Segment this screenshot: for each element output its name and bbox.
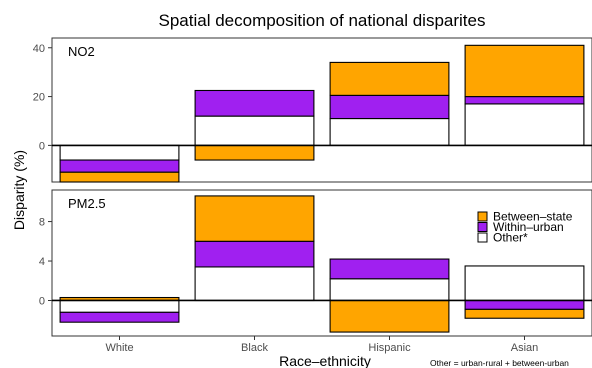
panel-pm2-5: 0 4 8 PM2.5 bbox=[39, 189, 592, 337]
bar-pm2-5-black-between-state bbox=[194, 195, 315, 242]
bar-no2-asian-other bbox=[464, 103, 585, 146]
x-tick-label-hispanic: Hispanic bbox=[368, 342, 411, 354]
bar-pm2-5-asian-within-urban bbox=[464, 299, 585, 310]
bar-pm2-5-asian-other bbox=[464, 265, 585, 302]
legend-swatch-within-urban bbox=[477, 222, 488, 232]
legend-label-within-urban: Within–urban bbox=[493, 220, 564, 234]
y-tick-label-pm2-5: 0 bbox=[39, 295, 45, 307]
bar-pm2-5-asian-between-state bbox=[464, 308, 585, 319]
x-tick-label-black: Black bbox=[241, 342, 268, 354]
legend-swatch-other bbox=[477, 232, 488, 243]
panel-label-pm2-5: PM2.5 bbox=[68, 196, 106, 211]
legend-swatch-between-state bbox=[477, 211, 488, 222]
bar-no2-black-other bbox=[194, 115, 315, 146]
bar-pm2-5-black-within-urban bbox=[194, 240, 315, 268]
y-tick-label-pm2-5: 4 bbox=[39, 256, 45, 268]
legend-label-between-state: Between–state bbox=[493, 210, 573, 224]
bar-no2-asian-between-state bbox=[464, 44, 585, 98]
panels: 0 20 40 NO2 0 4 8 PM2.5 bbox=[33, 37, 592, 337]
bar-pm2-5-white-within-urban bbox=[59, 311, 180, 323]
x-axis-label: Race–ethnicity bbox=[279, 353, 371, 368]
bar-pm2-5-black-other bbox=[194, 266, 315, 302]
bar-pm2-5-white-other bbox=[59, 299, 180, 313]
bar-pm2-5-hispanic-between-state bbox=[329, 299, 450, 333]
chart-title: Spatial decomposition of national dispar… bbox=[159, 11, 486, 30]
bar-no2-hispanic-between-state bbox=[329, 61, 450, 96]
bar-no2-black-between-state bbox=[194, 144, 315, 161]
bar-no2-white-between-state bbox=[59, 171, 180, 183]
bar-no2-asian-within-urban bbox=[464, 96, 585, 105]
bar-no2-hispanic-within-urban bbox=[329, 94, 450, 120]
x-tick-label-white: White bbox=[105, 342, 133, 354]
footnote: Other = urban-rural + between-urban bbox=[430, 358, 569, 368]
bar-no2-black-within-urban bbox=[194, 89, 315, 117]
bar-pm2-5-hispanic-within-urban bbox=[329, 258, 450, 280]
y-tick-label-no2: 40 bbox=[33, 43, 45, 55]
panel-label-no2: NO2 bbox=[68, 44, 95, 59]
x-axis: White Black Hispanic Asian bbox=[105, 336, 538, 354]
x-tick-label-asian: Asian bbox=[511, 342, 539, 354]
y-tick-label-pm2-5: 8 bbox=[39, 217, 45, 229]
legend-label-other: Other* bbox=[493, 231, 528, 245]
bar-no2-white-within-urban bbox=[59, 159, 180, 173]
y-axis-label: Disparity (%) bbox=[11, 150, 27, 230]
bar-no2-hispanic-other bbox=[329, 117, 450, 146]
bar-pm2-5-hispanic-other bbox=[329, 278, 450, 302]
panel-no2: 0 20 40 NO2 bbox=[33, 37, 592, 183]
y-tick-label-no2: 0 bbox=[39, 140, 45, 152]
bar-no2-white-other bbox=[59, 144, 180, 161]
y-tick-label-no2: 20 bbox=[33, 92, 45, 104]
